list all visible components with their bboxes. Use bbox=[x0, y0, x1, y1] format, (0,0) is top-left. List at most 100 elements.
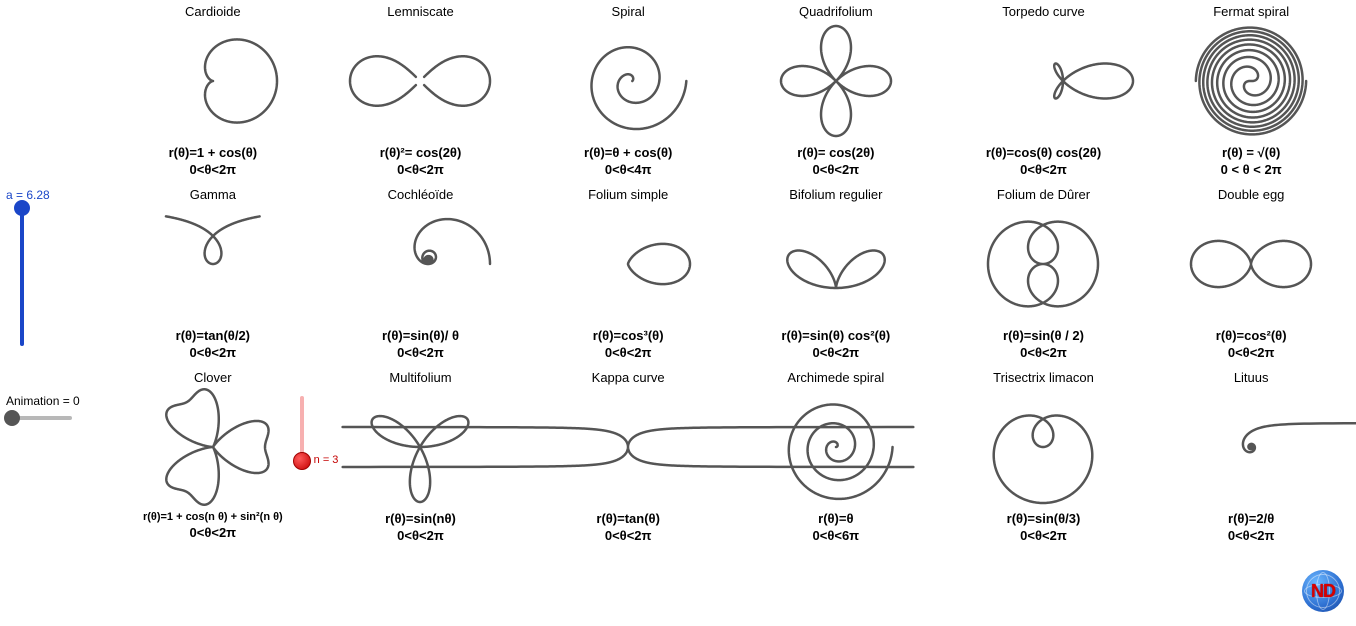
curve-title: Cardioide bbox=[118, 4, 308, 19]
curve-path bbox=[166, 216, 260, 264]
curve-path bbox=[1055, 64, 1134, 99]
curve-domain: 0<θ<2π bbox=[326, 345, 516, 360]
curve-formula: r(θ)=cos(θ) cos(2θ) bbox=[949, 145, 1139, 160]
curve-figure bbox=[741, 21, 931, 141]
curve-domain: 0<θ<2π bbox=[118, 162, 308, 177]
curve-figure bbox=[326, 387, 516, 507]
curve-domain: 0<θ<2π bbox=[118, 345, 308, 360]
slider-a[interactable] bbox=[12, 206, 32, 346]
curve-domain: 0<θ<4π bbox=[533, 162, 723, 177]
curve-domain: 0<θ<2π bbox=[118, 525, 308, 540]
curve-formula: r(θ)=sin(θ)/ θ bbox=[326, 328, 516, 343]
curve-cell-cochleoide: Cochléoïde r(θ)=sin(θ)/ θ 0<θ<2π bbox=[326, 187, 516, 360]
curve-path bbox=[781, 26, 891, 136]
curve-title: Folium simple bbox=[533, 187, 723, 202]
curve-cell-folium_durer: Folium de Dûrerr(θ)=sin(θ / 2)0<θ<2π bbox=[949, 187, 1139, 360]
curve-figure bbox=[949, 21, 1139, 141]
slider-n-label: n = 3 bbox=[314, 454, 339, 466]
curve-figure bbox=[949, 204, 1139, 324]
curve-cell-torpedo: Torpedo curve r(θ)=cos(θ) cos(2θ) 0<θ<2π bbox=[949, 4, 1139, 177]
slider-animation-thumb[interactable] bbox=[4, 410, 20, 426]
curve-path bbox=[205, 39, 277, 122]
curve-domain: 0<θ<2π bbox=[326, 528, 516, 543]
curve-path bbox=[350, 56, 490, 106]
curve-path bbox=[994, 416, 1093, 504]
curve-formula: r(θ)=1 + cos(n θ) + sin²(n θ) bbox=[118, 511, 308, 523]
curve-cell-gamma: Gammar(θ)=tan(θ/2)0<θ<2π bbox=[118, 187, 308, 360]
curve-title: Trisectrix limacon bbox=[949, 370, 1139, 385]
curve-figure bbox=[326, 21, 516, 141]
curve-title: Spiral bbox=[533, 4, 723, 19]
curve-formula: r(θ)=1 + cos(θ) bbox=[118, 145, 308, 160]
curve-domain: 0<θ<2π bbox=[1156, 345, 1346, 360]
slider-n[interactable]: n = 3 bbox=[292, 396, 316, 476]
curve-path bbox=[592, 47, 687, 129]
curve-domain: 0 < θ < 2π bbox=[1156, 162, 1346, 177]
curve-formula: r(θ)=sin(θ/3) bbox=[949, 511, 1139, 526]
controls-sidebar: a = 6.28 Animation = 0 bbox=[0, 0, 110, 626]
curve-path bbox=[789, 404, 893, 498]
curve-cell-clover: Cloverr(θ)=1 + cos(n θ) + sin²(n θ)0<θ<2… bbox=[118, 370, 308, 543]
curve-title: Cochléoïde bbox=[326, 187, 516, 202]
slider-animation[interactable] bbox=[6, 410, 72, 426]
curve-path bbox=[415, 219, 490, 264]
slider-n-thumb[interactable] bbox=[293, 452, 311, 470]
curve-cell-spiral: Spiral r(θ)=θ + cos(θ) 0<θ<4π bbox=[533, 4, 723, 177]
curve-formula: r(θ)=cos³(θ) bbox=[533, 328, 723, 343]
curve-figure bbox=[741, 204, 931, 324]
curve-formula: r(θ)=sin(θ) cos²(θ) bbox=[741, 328, 931, 343]
curve-path bbox=[1191, 241, 1311, 287]
curve-figure bbox=[1156, 204, 1346, 324]
curve-formula: r(θ)=sin(θ / 2) bbox=[949, 328, 1139, 343]
curve-formula: r(θ)=tan(θ) bbox=[533, 511, 723, 526]
curve-formula: r(θ)=θ + cos(θ) bbox=[533, 145, 723, 160]
curve-cell-archimede: Archimede spiralr(θ)=θ0<θ<6π bbox=[741, 370, 931, 543]
logo: ND bbox=[1302, 570, 1344, 612]
slider-animation-label: Animation = 0 bbox=[6, 394, 104, 408]
curve-title: Double egg bbox=[1156, 187, 1346, 202]
curve-formula: r(θ)=tan(θ/2) bbox=[118, 328, 308, 343]
curve-domain: 0<θ<2π bbox=[1156, 528, 1346, 543]
curve-title: Torpedo curve bbox=[949, 4, 1139, 19]
curve-domain: 0<θ<2π bbox=[949, 162, 1139, 177]
curve-cell-double_egg: Double egg r(θ)=cos²(θ) 0<θ<2π bbox=[1156, 187, 1346, 360]
curve-domain: 0<θ<2π bbox=[326, 162, 516, 177]
slider-a-thumb[interactable] bbox=[14, 200, 30, 216]
curve-formula: r(θ)=sin(nθ) bbox=[326, 511, 516, 526]
curve-title: Kappa curve bbox=[533, 370, 723, 385]
curve-figure bbox=[1156, 387, 1346, 507]
curve-figure bbox=[118, 21, 308, 141]
curve-domain: 0<θ<2π bbox=[949, 345, 1139, 360]
curve-domain: 0<θ<2π bbox=[533, 528, 723, 543]
curve-cell-trisectrix: Trisectrix limaconr(θ)=sin(θ/3)0<θ<2π bbox=[949, 370, 1139, 543]
curve-grid: Cardioide r(θ)=1 + cos(θ) 0<θ<2π Lemniscate… bbox=[118, 4, 1346, 543]
curve-title: Lituus bbox=[1156, 370, 1346, 385]
slider-a-track bbox=[20, 206, 24, 346]
curve-path bbox=[1196, 28, 1306, 135]
curve-cell-folium_simple: Folium simpler(θ)=cos³(θ)0<θ<2π bbox=[533, 187, 723, 360]
curve-formula: r(θ)²= cos(2θ) bbox=[326, 145, 516, 160]
curve-formula: r(θ)=θ bbox=[741, 511, 931, 526]
curve-formula: r(θ) = √(θ) bbox=[1156, 145, 1346, 160]
curve-figure bbox=[326, 204, 516, 324]
curve-cell-lituus: Lituus r(θ)=2/θ 0<θ<2π bbox=[1156, 370, 1346, 543]
logo-text: ND bbox=[1311, 581, 1335, 602]
curve-figure bbox=[949, 387, 1139, 507]
curve-figure bbox=[533, 387, 723, 507]
curve-figure bbox=[118, 387, 308, 507]
curve-title: Bifolium regulier bbox=[741, 187, 931, 202]
curve-formula: r(θ)=cos²(θ) bbox=[1156, 328, 1346, 343]
curve-domain: 0<θ<2π bbox=[741, 162, 931, 177]
curve-path bbox=[787, 251, 884, 289]
curve-formula: r(θ)= cos(2θ) bbox=[741, 145, 931, 160]
curve-title: Lemniscate bbox=[326, 4, 516, 19]
curve-figure bbox=[741, 387, 931, 507]
curve-domain: 0<θ<2π bbox=[741, 345, 931, 360]
curve-figure bbox=[118, 204, 308, 324]
slider-animation-block: Animation = 0 bbox=[6, 394, 104, 426]
curve-formula: r(θ)=2/θ bbox=[1156, 511, 1346, 526]
curve-figure bbox=[533, 204, 723, 324]
curve-domain: 0<θ<6π bbox=[741, 528, 931, 543]
curve-cell-bifolium: Bifolium regulier r(θ)=sin(θ) cos²(θ) 0<θ<… bbox=[741, 187, 931, 360]
curve-cell-quadrifolium: Quadrifoliumr(θ)= cos(2θ)0<θ<2π bbox=[741, 4, 931, 177]
